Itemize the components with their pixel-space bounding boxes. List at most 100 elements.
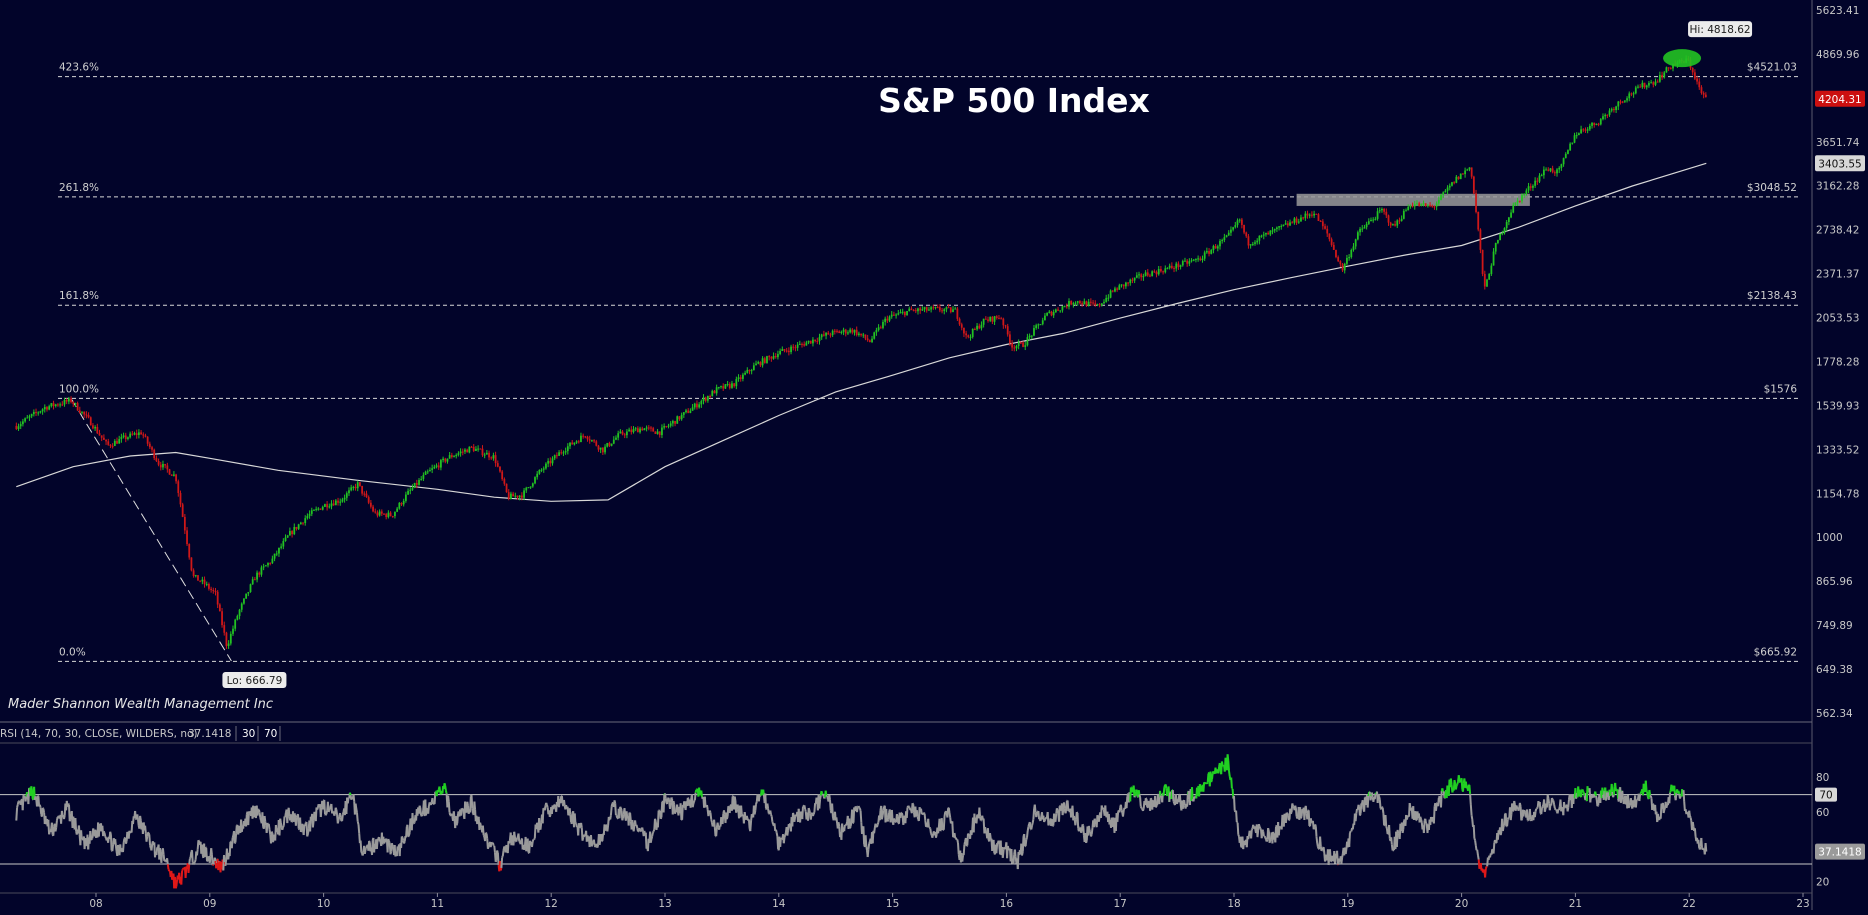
candle-body: [1280, 226, 1282, 227]
candle-body: [948, 307, 950, 308]
rsi-segment: [227, 849, 228, 858]
rsi-segment: [661, 802, 662, 817]
rsi-segment: [677, 805, 678, 812]
candle-body: [821, 334, 823, 337]
rsi-segment: [809, 810, 810, 814]
candle-body: [1385, 212, 1387, 216]
candle-body: [1009, 334, 1011, 343]
candle-body: [1112, 291, 1114, 292]
candle-body: [886, 319, 888, 321]
time-axis-tick: 19: [1341, 898, 1354, 910]
candle-body: [1552, 168, 1554, 172]
candle-body: [1105, 298, 1107, 302]
candle-body: [342, 499, 344, 501]
rsi-segment: [1462, 778, 1463, 789]
candle-body: [1138, 274, 1140, 275]
rsi-segment: [1597, 806, 1598, 807]
candle-body: [1149, 276, 1151, 277]
rsi-segment: [1614, 787, 1615, 795]
rsi-segment: [765, 794, 766, 809]
rsi-segment: [1322, 850, 1323, 851]
rsi-segment: [1121, 805, 1122, 810]
rsi-segment: [658, 811, 659, 828]
candle-body: [593, 440, 595, 441]
candle-body: [1068, 301, 1070, 307]
rsi-segment: [1529, 817, 1530, 820]
rsi-segment: [262, 812, 263, 827]
rsi-segment: [1691, 817, 1692, 820]
candle-body: [261, 567, 263, 574]
candle-body: [1195, 259, 1197, 260]
candle-body: [116, 441, 118, 444]
rsi-segment: [1157, 805, 1158, 806]
rsi-segment: [208, 856, 209, 858]
rsi-segment: [695, 793, 696, 801]
rsi-segment: [422, 814, 423, 816]
candle-body: [31, 414, 33, 416]
rsi-segment: [336, 808, 337, 810]
candle-body: [720, 386, 722, 387]
rsi-segment: [1383, 808, 1384, 814]
price-axis-tick: 2738.42: [1816, 225, 1859, 237]
rsi-segment: [592, 843, 593, 847]
candle-body: [1298, 222, 1300, 223]
rsi-segment: [189, 859, 190, 865]
rsi-segment: [1297, 818, 1298, 819]
rsi-segment: [924, 813, 925, 814]
rsi-segment: [435, 792, 436, 804]
candle-body: [1223, 237, 1225, 240]
rsi-segment: [1056, 814, 1057, 822]
rsi-segment: [1139, 790, 1140, 794]
rsi-segment: [29, 788, 30, 789]
candle-body: [379, 511, 381, 515]
rsi-segment: [1624, 799, 1625, 804]
candle-body: [245, 594, 247, 599]
rsi-segment: [641, 830, 642, 832]
rsi-segment: [755, 804, 756, 811]
rsi-segment: [880, 810, 881, 820]
rsi-segment: [1486, 867, 1487, 869]
candle-body: [814, 340, 816, 341]
candle-body: [683, 412, 685, 415]
rsi-segment: [493, 843, 494, 846]
rsi-segment: [232, 838, 233, 848]
candle-body: [493, 455, 495, 458]
rsi-segment: [1325, 858, 1326, 861]
candle-body: [1403, 211, 1405, 219]
candle-body: [1486, 280, 1488, 287]
candle-body: [1528, 186, 1530, 190]
candle-body: [131, 434, 133, 435]
candle-body: [466, 450, 468, 453]
candle-body: [479, 449, 481, 450]
candle-body: [1024, 345, 1026, 347]
fib-level-pct: 423.6%: [59, 62, 99, 74]
candle-body: [1294, 218, 1296, 222]
candle-body: [48, 406, 50, 409]
rsi-segment: [450, 812, 451, 815]
ma-value-label: 3403.55: [1818, 158, 1861, 170]
rsi-segment: [1548, 798, 1549, 803]
candle-body: [1283, 225, 1285, 226]
candle-body: [1033, 328, 1035, 336]
candle-body: [1142, 276, 1144, 277]
candle: [873, 332, 875, 340]
candle-body: [808, 341, 810, 343]
rsi-segment: [498, 853, 499, 865]
rsi-segment: [653, 831, 654, 832]
candle-body: [1409, 206, 1411, 207]
candle: [197, 575, 199, 581]
candle-body: [359, 482, 361, 486]
candle-body: [779, 351, 781, 354]
rsi-segment: [814, 803, 815, 812]
rsi-segment: [1641, 792, 1642, 794]
candle-body: [274, 554, 276, 559]
rsi-segment: [950, 813, 951, 817]
candle-body: [1543, 170, 1545, 176]
low-label: Lo: 666.79: [227, 675, 283, 687]
candle-body: [1615, 106, 1617, 110]
candle-body: [370, 503, 372, 507]
candle-body: [1455, 177, 1457, 183]
rsi-segment: [1140, 797, 1141, 807]
rsi-segment: [27, 792, 28, 794]
rsi-segment: [1228, 754, 1229, 761]
